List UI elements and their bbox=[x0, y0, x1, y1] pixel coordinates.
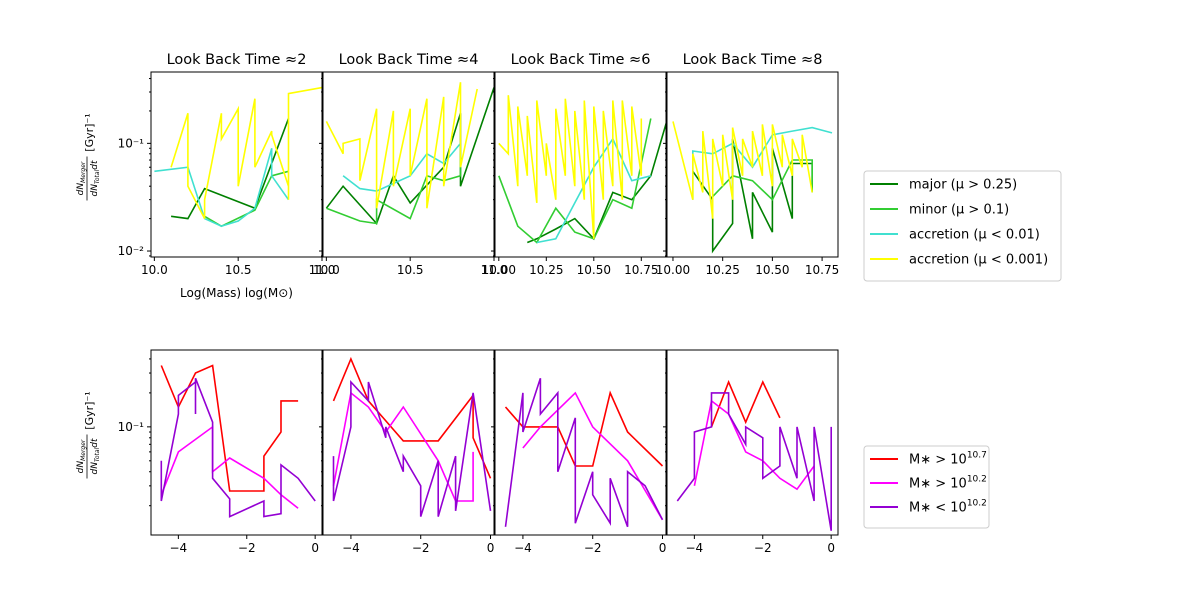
series-line-5-1 bbox=[160, 364, 299, 492]
x-tick-label: 10.0 bbox=[141, 263, 168, 277]
series-line-1-1 bbox=[170, 118, 290, 220]
series-line-8-1 bbox=[710, 379, 781, 428]
x-tick-label: 10.50 bbox=[577, 263, 611, 277]
series-line-5-3 bbox=[160, 377, 316, 518]
series-line-7-1 bbox=[504, 390, 664, 467]
x-tick-label: −4 bbox=[342, 541, 360, 555]
panel-2: 10.0 10.5 11.0 Look Back Time ≈4 bbox=[313, 52, 507, 277]
x-tick-label: 0 bbox=[827, 541, 835, 555]
x-tick-label: −4 bbox=[170, 541, 188, 555]
axes-frame bbox=[322, 71, 495, 258]
x-tick-label: −2 bbox=[412, 541, 430, 555]
legend-frame bbox=[863, 170, 1062, 282]
x-tick-label: 10.25 bbox=[705, 263, 739, 277]
series-line-2-2 bbox=[326, 153, 462, 225]
series-line-3-2 bbox=[498, 118, 652, 244]
y-label-numerator: dNMerger bbox=[76, 439, 87, 473]
legend-label: M∗ < 1010.2 bbox=[909, 499, 987, 516]
series-line-3-4 bbox=[498, 95, 643, 239]
legend-label: M∗ > 1010.7 bbox=[909, 451, 987, 468]
series-line-1-3 bbox=[154, 148, 290, 228]
y-label-units: [Gyr]⁻¹ bbox=[83, 113, 96, 151]
x-tick-label: 10.5 bbox=[225, 263, 252, 277]
series-line-6-2 bbox=[332, 391, 474, 502]
x-tick-label: −4 bbox=[686, 541, 704, 555]
x-tick-label: 10.75 bbox=[624, 263, 658, 277]
x-tick-label: −2 bbox=[584, 541, 602, 555]
x-tick-label: −2 bbox=[754, 541, 772, 555]
x-tick-label: 10.0 bbox=[313, 263, 340, 277]
series-line-8-2 bbox=[693, 399, 815, 491]
y-label-units: [Gyr]⁻¹ bbox=[83, 391, 96, 429]
x-tick-label: 10.5 bbox=[397, 263, 424, 277]
series-line-7-3 bbox=[504, 377, 664, 528]
panel-title: Look Back Time ≈6 bbox=[511, 52, 651, 68]
y-label-denominator: dNTotaldt bbox=[90, 438, 101, 474]
axes-frame bbox=[494, 71, 667, 258]
x-tick-label: 11.0 bbox=[309, 263, 336, 277]
series-line-6-3 bbox=[332, 379, 492, 517]
x-tick-label: 0 bbox=[659, 541, 667, 555]
axes-frame bbox=[494, 349, 667, 536]
series-line-4-2 bbox=[711, 159, 814, 209]
series-line-8-3 bbox=[676, 392, 833, 531]
series-line-6-1 bbox=[332, 356, 492, 479]
y-tick-label: 10⁻¹ bbox=[118, 420, 145, 434]
series-line-1-4 bbox=[170, 86, 322, 219]
panel-6: −4 −2 0 bbox=[319, 349, 495, 555]
legend-label: accretion (μ < 0.001) bbox=[909, 253, 1048, 268]
axes-frame bbox=[322, 349, 495, 536]
panel-1: 10.0 10.5 11.0 10⁻² 10⁻¹ Look Back Time ≈2 Log… bbox=[76, 52, 335, 300]
panel-8: −4 −2 0 bbox=[663, 349, 839, 555]
axes-frame bbox=[150, 349, 323, 536]
legend-label: accretion (μ < 0.01) bbox=[909, 228, 1040, 243]
panel-4: 10.00 10.25 10.50 10.75 Look Back Time ≈8 bbox=[656, 52, 839, 277]
x-tick-label: 10.00 bbox=[656, 263, 690, 277]
x-tick-label: 11.0 bbox=[481, 263, 508, 277]
legend-label: M∗ > 1010.2 bbox=[909, 475, 987, 492]
x-tick-label: 0 bbox=[311, 541, 319, 555]
legend-merger-types: major (μ > 0.25) minor (μ > 0.1) accretion… bbox=[863, 170, 1062, 282]
legend-stellar-mass: M∗ > 1010.7 M∗ > 1010.2 M∗ < 1010.2 bbox=[863, 445, 990, 529]
legend-label: major (μ > 0.25) bbox=[909, 178, 1017, 193]
axes-frame bbox=[666, 71, 839, 258]
axes-frame bbox=[150, 71, 323, 258]
x-tick-label: 10.75 bbox=[805, 263, 839, 277]
axes-frame bbox=[666, 349, 839, 536]
series-line-5-2 bbox=[160, 425, 299, 509]
x-axis-label: Log(Mass) log(M⊙) bbox=[180, 286, 293, 300]
x-tick-label: −4 bbox=[514, 541, 532, 555]
panel-7: −4 −2 0 bbox=[491, 349, 667, 555]
series-line-2-4 bbox=[325, 82, 478, 209]
y-label-numerator: dNMerger bbox=[76, 161, 87, 195]
y-tick-label: 10⁻² bbox=[118, 244, 145, 258]
x-tick-label: 0 bbox=[487, 541, 495, 555]
x-tick-label: 10.50 bbox=[755, 263, 789, 277]
x-tick-label: 10.25 bbox=[529, 263, 563, 277]
panel-title: Look Back Time ≈4 bbox=[339, 52, 479, 68]
legend-label: minor (μ > 0.1) bbox=[909, 203, 1009, 218]
x-tick-label: 10.00 bbox=[482, 263, 516, 277]
series-line-4-4 bbox=[672, 121, 813, 219]
x-tick-label: −2 bbox=[238, 541, 256, 555]
panel-3: 10.00 10.25 10.50 10.75 Look Back Time ≈6 bbox=[482, 52, 667, 277]
series-line-1-2 bbox=[204, 170, 289, 228]
series-line-7-2 bbox=[522, 391, 664, 521]
panel-title: Look Back Time ≈2 bbox=[167, 52, 307, 68]
y-label-denominator: dNTotaldt bbox=[90, 160, 101, 196]
y-tick-label: 10⁻¹ bbox=[118, 136, 145, 150]
panel-title: Look Back Time ≈8 bbox=[683, 52, 823, 68]
